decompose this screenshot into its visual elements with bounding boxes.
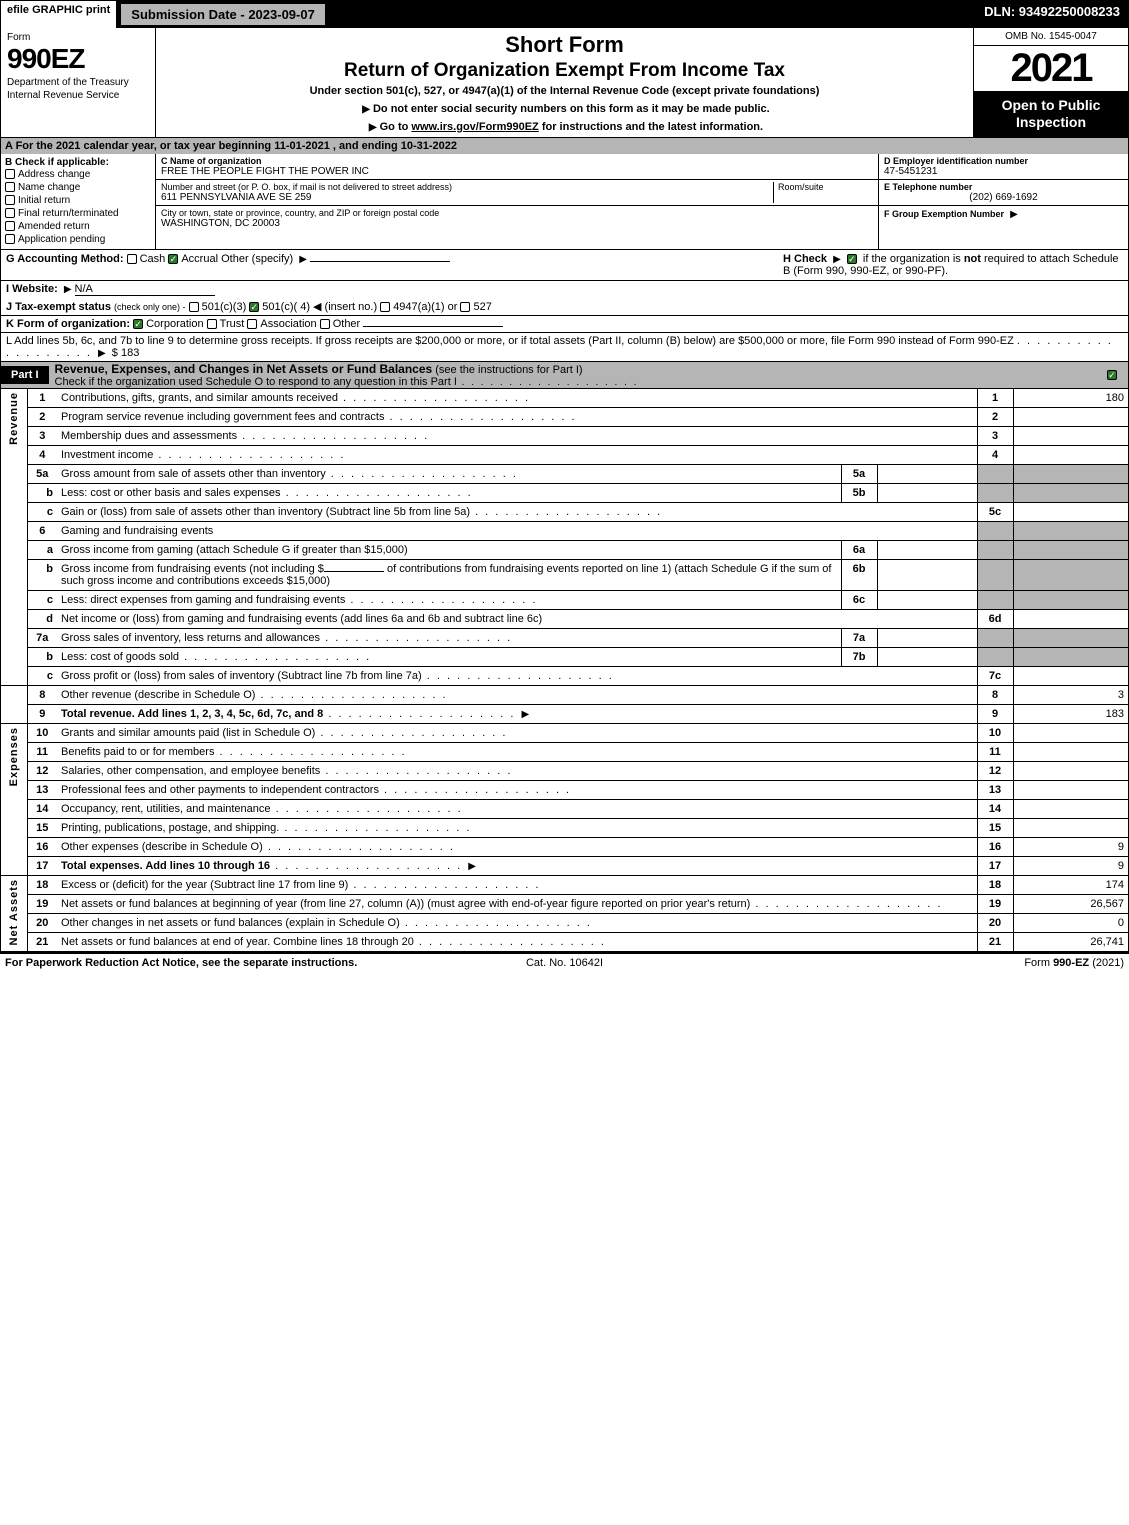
line-l-value: $ 183 xyxy=(112,347,140,359)
ein: 47-5451231 xyxy=(884,166,1123,177)
checkbox-trust[interactable] xyxy=(207,319,217,329)
line-8-value: 3 xyxy=(1013,686,1128,705)
efile-label: efile GRAPHIC print xyxy=(1,1,118,28)
department: Department of the Treasury xyxy=(7,77,149,88)
irs-label: Internal Revenue Service xyxy=(7,90,149,101)
checkbox-address-change[interactable] xyxy=(5,169,15,179)
checkbox-schedule-b[interactable] xyxy=(847,254,857,264)
website-label: I Website: xyxy=(6,283,58,295)
row-a-tax-year: A For the 2021 calendar year, or tax yea… xyxy=(1,138,1128,154)
dln: DLN: 93492250008233 xyxy=(976,1,1128,28)
part-1-table: Revenue 1 Contributions, gifts, grants, … xyxy=(1,389,1128,952)
tax-year: 2021 xyxy=(974,46,1128,91)
form-org-label: K Form of organization: xyxy=(6,318,130,330)
form-label: Form xyxy=(7,32,149,43)
ein-label: D Employer identification number xyxy=(884,156,1123,166)
tax-exempt-label: J Tax-exempt status xyxy=(6,301,111,313)
omb-number: OMB No. 1545-0047 xyxy=(974,28,1128,46)
phone-label: E Telephone number xyxy=(884,182,1123,192)
checkbox-application-pending[interactable] xyxy=(5,234,15,244)
section-b-label: B Check if applicable: xyxy=(5,157,151,168)
room-label: Room/suite xyxy=(778,182,873,192)
line-16-value: 9 xyxy=(1013,838,1128,857)
checkbox-schedule-o[interactable] xyxy=(1107,370,1117,380)
line-9-value: 183 xyxy=(1013,705,1128,724)
checkbox-final-return[interactable] xyxy=(5,208,15,218)
footer-left: For Paperwork Reduction Act Notice, see … xyxy=(5,957,378,969)
line-19-value: 26,567 xyxy=(1013,895,1128,914)
street-address: 611 PENNSYLVANIA AVE SE 259 xyxy=(161,192,773,203)
accounting-method-label: G Accounting Method: xyxy=(6,253,124,265)
street-label: Number and street (or P. O. box, if mail… xyxy=(161,182,773,192)
checkbox-corporation[interactable] xyxy=(133,319,143,329)
line-20-value: 0 xyxy=(1013,914,1128,933)
line-1-value: 180 xyxy=(1013,389,1128,408)
org-name: FREE THE PEOPLE FIGHT THE POWER INC xyxy=(161,166,873,177)
h-label: H Check xyxy=(783,253,827,265)
form-number: 990EZ xyxy=(7,43,149,75)
checkbox-association[interactable] xyxy=(247,319,257,329)
checkbox-527[interactable] xyxy=(460,302,470,312)
part-tag: Part I xyxy=(1,366,49,384)
line-17-value: 9 xyxy=(1013,857,1128,876)
checkbox-cash[interactable] xyxy=(127,254,137,264)
goto-pre: Go to xyxy=(380,121,412,133)
line-18-value: 174 xyxy=(1013,876,1128,895)
checkbox-initial-return[interactable] xyxy=(5,195,15,205)
identity-section: B Check if applicable: Address change Na… xyxy=(1,154,1128,250)
group-exemption-label: F Group Exemption Number xyxy=(884,209,1004,219)
checkbox-amended-return[interactable] xyxy=(5,221,15,231)
main-title: Return of Organization Exempt From Incom… xyxy=(164,60,965,82)
top-bar: efile GRAPHIC print Submission Date - 20… xyxy=(1,1,1128,28)
checkbox-4947[interactable] xyxy=(380,302,390,312)
city-label: City or town, state or province, country… xyxy=(161,208,873,218)
part-1-header: Part I Revenue, Expenses, and Changes in… xyxy=(1,361,1128,389)
checkbox-accrual[interactable] xyxy=(168,254,178,264)
website-value: N/A xyxy=(75,283,215,296)
expenses-side-label: Expenses xyxy=(1,724,27,876)
page-footer: For Paperwork Reduction Act Notice, see … xyxy=(0,953,1129,972)
form-header: Form 990EZ Department of the Treasury In… xyxy=(1,28,1128,138)
phone: (202) 669-1692 xyxy=(884,192,1123,203)
submission-date: Submission Date - 2023-09-07 xyxy=(120,3,326,26)
checkbox-501c[interactable] xyxy=(249,302,259,312)
warning: Do not enter social security numbers on … xyxy=(373,103,770,115)
subtitle: Under section 501(c), 527, or 4947(a)(1)… xyxy=(164,85,965,97)
revenue-side-label: Revenue xyxy=(1,389,27,686)
line-21-value: 26,741 xyxy=(1013,933,1128,952)
footer-center: Cat. No. 10642I xyxy=(378,957,751,969)
line-2-value xyxy=(1013,408,1128,427)
goto-post: for instructions and the latest informat… xyxy=(539,121,763,133)
org-name-label: C Name of organization xyxy=(161,156,873,166)
net-assets-side-label: Net Assets xyxy=(1,876,27,952)
line-l-text: L Add lines 5b, 6c, and 7b to line 9 to … xyxy=(6,335,1014,347)
checkbox-name-change[interactable] xyxy=(5,182,15,192)
open-inspection: Open to Public Inspection xyxy=(974,91,1128,137)
irs-link[interactable]: www.irs.gov/Form990EZ xyxy=(411,121,538,133)
checkbox-501c3[interactable] xyxy=(189,302,199,312)
city-state-zip: WASHINGTON, DC 20003 xyxy=(161,218,873,229)
short-form-title: Short Form xyxy=(164,32,965,58)
checkbox-other-org[interactable] xyxy=(320,319,330,329)
